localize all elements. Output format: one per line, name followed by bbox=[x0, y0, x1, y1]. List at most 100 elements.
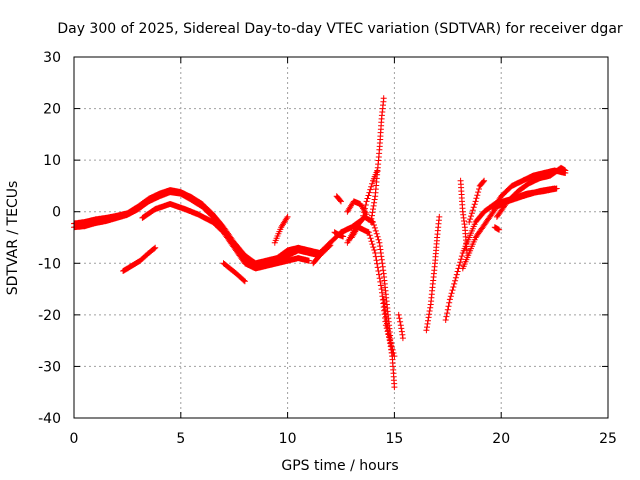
data-point bbox=[532, 174, 535, 177]
data-point bbox=[308, 259, 310, 262]
data-point bbox=[367, 231, 370, 234]
data-point bbox=[466, 252, 468, 254]
data-point bbox=[449, 298, 451, 301]
series-markers bbox=[271, 213, 291, 246]
data-point bbox=[425, 329, 428, 332]
series-markers bbox=[395, 311, 406, 342]
y-tick-label: 30 bbox=[43, 50, 61, 66]
data-point bbox=[201, 203, 203, 205]
data-point bbox=[180, 191, 182, 193]
y-tick-label: -30 bbox=[38, 359, 61, 375]
data-points bbox=[71, 95, 569, 391]
data-point bbox=[382, 272, 385, 275]
data-point bbox=[233, 247, 235, 249]
series-track-13 bbox=[395, 311, 406, 342]
data-point bbox=[380, 288, 383, 290]
data-point bbox=[115, 215, 118, 217]
data-point bbox=[139, 259, 142, 262]
data-point bbox=[350, 236, 353, 239]
data-point bbox=[496, 216, 498, 218]
series-track-4 bbox=[120, 244, 159, 274]
x-axis-ticks: 0 5 10 15 20 25 bbox=[70, 57, 617, 447]
y-axis-ticks: -40 -30 -20 -10 0 10 20 30 bbox=[38, 50, 608, 427]
data-point bbox=[141, 217, 144, 219]
x-tick-label: 0 bbox=[70, 431, 79, 447]
data-point bbox=[169, 203, 171, 205]
data-point bbox=[244, 254, 246, 257]
x-tick-label: 10 bbox=[279, 431, 297, 447]
data-point bbox=[222, 262, 225, 265]
data-point bbox=[382, 97, 385, 100]
series-markers bbox=[310, 167, 381, 267]
data-point bbox=[485, 221, 488, 223]
x-tick-label: 5 bbox=[176, 431, 185, 447]
series-markers bbox=[423, 213, 443, 334]
series-markers bbox=[380, 296, 396, 360]
data-point bbox=[276, 262, 278, 265]
y-axis-label: SDTVAR / TECUs bbox=[5, 181, 21, 296]
plot-frame bbox=[73, 56, 609, 419]
data-point bbox=[372, 179, 374, 182]
series-markers bbox=[491, 224, 503, 233]
data-point bbox=[158, 192, 161, 195]
data-point bbox=[329, 241, 332, 244]
data-point bbox=[276, 257, 278, 259]
data-point bbox=[553, 187, 556, 190]
y-tick-label: -10 bbox=[38, 256, 61, 272]
series-track-17 bbox=[457, 177, 470, 256]
data-point bbox=[265, 259, 268, 262]
data-point bbox=[438, 216, 441, 218]
data-point bbox=[222, 226, 225, 228]
data-point bbox=[83, 225, 86, 227]
data-point bbox=[353, 200, 355, 203]
data-point bbox=[461, 210, 464, 213]
series-track-6 bbox=[271, 213, 291, 246]
data-point bbox=[312, 262, 315, 265]
data-point bbox=[169, 189, 171, 191]
series-track-23 bbox=[333, 193, 344, 205]
data-point bbox=[94, 218, 97, 221]
data-point bbox=[333, 231, 336, 234]
series-track-5 bbox=[220, 260, 248, 285]
data-point bbox=[391, 355, 394, 357]
data-point bbox=[374, 252, 376, 254]
x-tick-label: 25 bbox=[599, 431, 617, 447]
data-point bbox=[286, 259, 289, 262]
series-track-21 bbox=[491, 224, 503, 233]
data-point bbox=[147, 198, 150, 200]
data-point bbox=[461, 252, 464, 254]
data-point bbox=[273, 241, 276, 244]
x-axis-label: GPS time / hours bbox=[281, 458, 398, 474]
data-point bbox=[350, 226, 353, 228]
data-point bbox=[308, 249, 310, 252]
data-point bbox=[378, 149, 381, 151]
data-point bbox=[342, 235, 344, 238]
data-point bbox=[154, 247, 156, 249]
data-point bbox=[474, 236, 477, 239]
data-point bbox=[320, 252, 323, 254]
data-point bbox=[83, 221, 86, 223]
series-track-7 bbox=[310, 167, 381, 267]
data-point bbox=[483, 179, 485, 182]
data-point bbox=[147, 252, 150, 254]
series-markers bbox=[333, 193, 344, 205]
data-point bbox=[197, 213, 199, 216]
data-point bbox=[387, 329, 389, 332]
data-point bbox=[378, 241, 381, 244]
data-point bbox=[280, 226, 282, 228]
data-point bbox=[397, 314, 400, 316]
data-point bbox=[511, 185, 513, 187]
data-point bbox=[190, 196, 193, 199]
data-point bbox=[400, 324, 402, 326]
series-track-12 bbox=[380, 296, 396, 360]
data-point bbox=[564, 169, 567, 172]
x-tick-label: 15 bbox=[385, 431, 403, 447]
data-point bbox=[229, 267, 231, 270]
data-point bbox=[254, 262, 257, 265]
y-tick-label: 20 bbox=[43, 102, 61, 118]
y-tick-label: 0 bbox=[52, 205, 61, 221]
series-track-16 bbox=[459, 185, 558, 272]
data-point bbox=[521, 179, 524, 182]
data-point bbox=[483, 210, 485, 213]
